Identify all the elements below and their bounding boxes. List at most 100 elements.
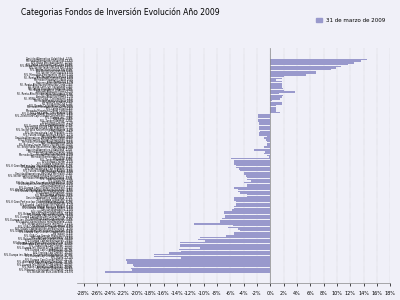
Bar bbox=[181, 257, 270, 259]
Bar bbox=[240, 230, 270, 231]
Bar bbox=[270, 89, 284, 91]
Bar bbox=[224, 213, 270, 214]
Bar bbox=[264, 153, 270, 154]
Bar bbox=[232, 209, 270, 211]
Bar bbox=[247, 194, 270, 196]
Bar bbox=[259, 122, 270, 124]
Bar bbox=[220, 220, 270, 221]
Bar bbox=[270, 59, 367, 60]
Bar bbox=[258, 115, 270, 117]
Bar bbox=[247, 184, 270, 185]
Bar bbox=[270, 79, 276, 81]
Bar bbox=[270, 107, 276, 108]
Bar bbox=[220, 221, 270, 223]
Bar bbox=[239, 168, 270, 170]
Bar bbox=[270, 110, 276, 112]
Bar bbox=[169, 252, 270, 254]
Bar bbox=[258, 119, 270, 120]
Bar bbox=[225, 216, 270, 218]
Bar bbox=[236, 204, 270, 206]
Bar bbox=[267, 154, 270, 156]
Bar bbox=[259, 127, 270, 129]
Bar bbox=[200, 237, 270, 238]
Bar bbox=[234, 187, 270, 189]
Bar bbox=[270, 71, 316, 72]
Bar bbox=[194, 223, 270, 225]
Bar bbox=[180, 245, 270, 247]
Bar bbox=[247, 196, 270, 197]
Bar bbox=[270, 60, 361, 62]
Bar bbox=[259, 125, 270, 127]
Bar bbox=[240, 170, 270, 172]
Bar bbox=[231, 158, 270, 160]
Bar bbox=[126, 259, 270, 260]
Bar bbox=[265, 151, 270, 153]
Bar bbox=[234, 199, 270, 201]
Bar bbox=[270, 67, 336, 69]
Bar bbox=[234, 233, 270, 235]
Bar bbox=[259, 129, 270, 130]
Bar bbox=[270, 88, 283, 89]
Bar bbox=[180, 244, 270, 245]
Bar bbox=[259, 124, 270, 125]
Bar bbox=[105, 271, 270, 272]
Bar bbox=[234, 232, 270, 233]
Bar bbox=[267, 141, 270, 142]
Bar bbox=[234, 206, 270, 207]
Bar bbox=[258, 120, 270, 122]
Bar bbox=[258, 113, 270, 115]
Bar bbox=[244, 173, 270, 175]
Bar bbox=[238, 228, 270, 230]
Bar bbox=[270, 101, 282, 103]
Text: Categorias Fondos de Inversión Evolución Año 2009: Categorias Fondos de Inversión Evolución… bbox=[21, 8, 219, 17]
Bar bbox=[270, 103, 282, 105]
Bar bbox=[238, 190, 270, 192]
Bar bbox=[267, 136, 270, 137]
Bar bbox=[236, 167, 270, 168]
Bar bbox=[260, 130, 270, 132]
Bar bbox=[236, 165, 270, 166]
Bar bbox=[238, 189, 270, 190]
Bar bbox=[267, 142, 270, 144]
Bar bbox=[259, 134, 270, 136]
Bar bbox=[236, 202, 270, 204]
Bar bbox=[228, 226, 270, 228]
Bar bbox=[222, 218, 270, 219]
Bar bbox=[179, 249, 270, 250]
Bar bbox=[234, 197, 270, 199]
Bar bbox=[225, 214, 270, 216]
Bar bbox=[205, 240, 270, 242]
Bar bbox=[244, 172, 270, 173]
Bar bbox=[224, 211, 270, 213]
Bar bbox=[270, 69, 331, 70]
Bar bbox=[200, 247, 270, 248]
Bar bbox=[264, 137, 270, 139]
Bar bbox=[234, 160, 270, 161]
Bar bbox=[270, 66, 341, 67]
Bar bbox=[269, 156, 270, 158]
Bar bbox=[247, 177, 270, 178]
Bar bbox=[270, 62, 354, 64]
Bar bbox=[127, 261, 270, 262]
Bar bbox=[198, 238, 270, 240]
Bar bbox=[133, 264, 270, 266]
Bar bbox=[234, 161, 270, 163]
Bar bbox=[270, 108, 276, 110]
Bar bbox=[131, 268, 270, 269]
Bar bbox=[267, 144, 270, 146]
Bar bbox=[270, 96, 282, 98]
Bar bbox=[254, 149, 270, 151]
Bar bbox=[270, 100, 272, 101]
Bar bbox=[234, 163, 270, 165]
Bar bbox=[270, 93, 279, 94]
Legend: 31 de marzo de 2009: 31 de marzo de 2009 bbox=[314, 16, 388, 25]
Bar bbox=[154, 256, 270, 257]
Bar bbox=[127, 262, 270, 264]
Bar bbox=[240, 192, 270, 194]
Bar bbox=[270, 86, 282, 88]
Bar bbox=[226, 235, 270, 236]
Bar bbox=[132, 269, 270, 271]
Bar bbox=[270, 81, 282, 82]
Bar bbox=[270, 83, 282, 84]
Bar bbox=[247, 178, 270, 180]
